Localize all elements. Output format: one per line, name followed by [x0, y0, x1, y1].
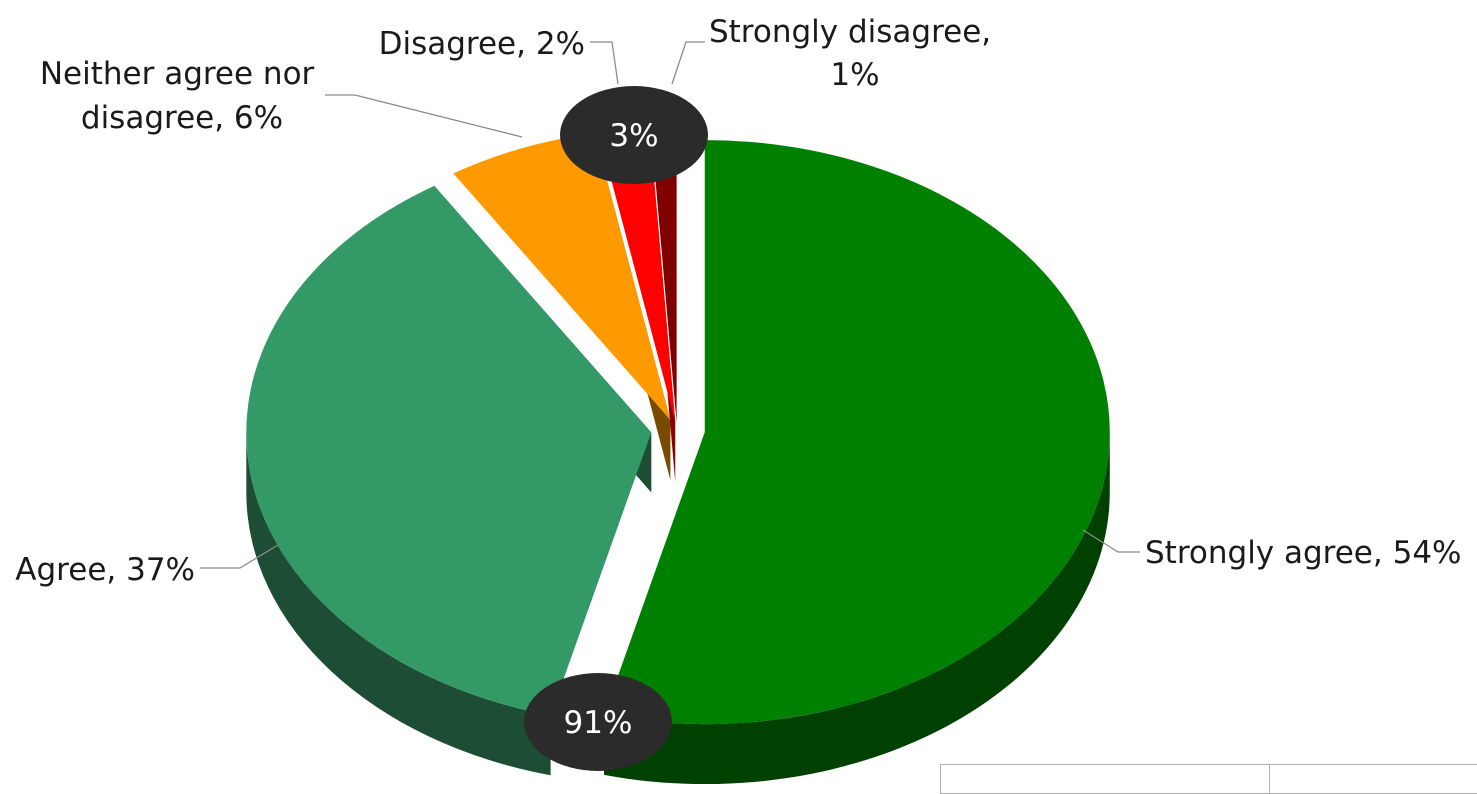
pie-slice-strongly-disagree [651, 130, 677, 423]
badge-disagree-total-text: 3% [609, 118, 658, 154]
label-strongly-disagree: Strongly disagree, 1% [709, 14, 1001, 93]
leader-strongly-disagree [671, 41, 705, 85]
badge-disagree-total: 3% [560, 86, 708, 184]
leader-strongly-agree [1082, 529, 1140, 553]
pie-slice-disagree [599, 130, 676, 422]
pie-tops [246, 130, 1110, 725]
leader-disagree [590, 41, 619, 85]
pie-slice-neither-agree-nor-disagree [453, 133, 671, 420]
label-strongly-agree: Strongly agree, 54% [1145, 535, 1462, 571]
badge-agree-total-text: 91% [564, 705, 633, 741]
leader-agree [200, 544, 279, 569]
badge-agree-total-ellipse [524, 673, 672, 771]
corner-table-divider [1269, 765, 1270, 793]
leader-neither [325, 94, 523, 138]
pie-slice-strongly-agree [604, 140, 1110, 725]
label-agree: Agree, 37% [15, 552, 195, 588]
label-disagree: Disagree, 2% [379, 26, 585, 62]
label-neither: Neither agree nor disagree, 6% [40, 56, 324, 136]
pie-side-agree [246, 432, 551, 776]
badge-agree-total: 91% [524, 673, 672, 771]
pie-slice-agree [246, 185, 652, 716]
badge-disagree-total-ellipse [560, 86, 708, 184]
corner-table [940, 764, 1477, 794]
pie-side-strongly-agree [604, 432, 1110, 784]
